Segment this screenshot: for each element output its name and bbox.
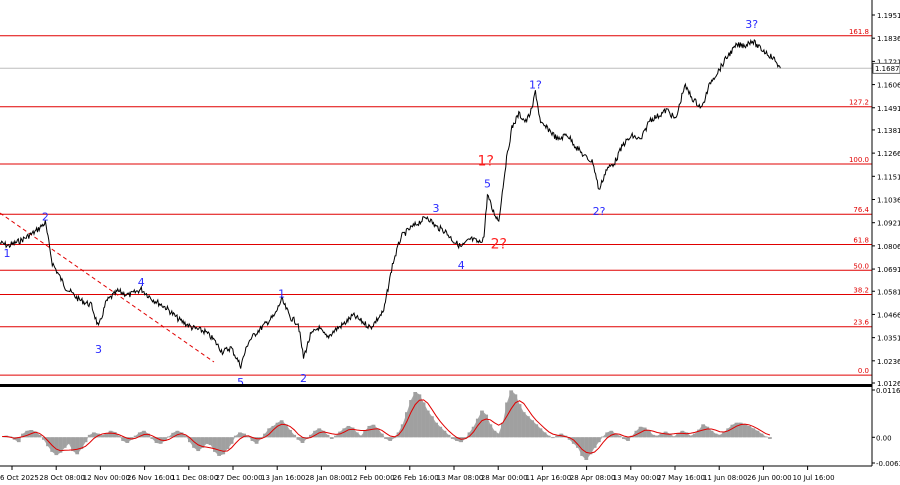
wave-label: 1? (478, 153, 494, 169)
wave-label: 3 (95, 343, 102, 356)
fib-level-label: 127.2 (849, 99, 869, 107)
price-tick-label: 1.0126 (877, 380, 900, 388)
oscillator-tick-label: 0.00 (876, 434, 892, 442)
price-tick-label: 1.0581 (877, 288, 900, 296)
date-tick-label: 11 Apr 16:00 (526, 474, 572, 482)
date-tick-label: 28 Apr 08:00 (570, 474, 616, 482)
oscillator-histogram (0, 390, 772, 460)
price-tick-label: 1.1951 (877, 12, 900, 20)
date-tick-label: 13 Mar 08:00 (437, 474, 484, 482)
wave-label: 5 (237, 376, 244, 389)
fib-level-label: 100.0 (849, 156, 869, 164)
price-series (0, 38, 781, 369)
price-tick-label: 1.1266 (877, 150, 900, 158)
date-tick-label: 27 May 16:00 (657, 474, 705, 482)
price-tick-label: 1.0236 (877, 358, 900, 366)
fibonacci-levels: 161.8 127.2 100.0 76.4 61.8 50.0 38.2 23.6 0.0 (0, 28, 872, 376)
date-tick-label: 26 Nov 16:00 (127, 474, 174, 482)
price-tick-label: 1.1151 (877, 173, 900, 181)
wave-label: 3 (433, 202, 440, 215)
date-tick-label: 12 Nov 00:00 (83, 474, 130, 482)
price-tick-label: 1.1491 (877, 105, 900, 113)
price-tick-label: 1.1721 (877, 58, 900, 66)
fib-level-label: 50.0 (853, 262, 869, 270)
oscillator-signal (2, 399, 771, 454)
price-tick-label: 1.0466 (877, 311, 900, 319)
dashed-trend-line (0, 212, 215, 363)
date-tick-label: 13 May 00:00 (613, 474, 661, 482)
date-tick-label: 13 Jan 16:00 (261, 474, 305, 482)
wave-label: 5 (484, 178, 491, 191)
price-line (0, 38, 781, 369)
wave-label: 4 (138, 276, 145, 289)
date-tick-label: 12 Feb 00:00 (349, 474, 395, 482)
wave-label: 2? (491, 236, 507, 252)
price-tick-label: 1.1381 (877, 127, 900, 135)
wave-label: 2? (593, 205, 606, 218)
date-tick-label: 27 Dec 00:00 (215, 474, 262, 482)
fib-level-label: 76.4 (853, 206, 869, 214)
current-price-label: 1.1687 (875, 65, 900, 73)
wave-label: 2 (42, 211, 49, 224)
price-tick-label: 1.0351 (877, 335, 900, 343)
wave-label: 4 (458, 259, 465, 272)
wave-label: 1? (529, 79, 542, 92)
wave-label: 3? (745, 18, 758, 31)
price-axis: 1.1951 1.1836 1.1721 1.1606 1.1491 1.1381 1.12… (872, 12, 900, 388)
price-tick-label: 1.0806 (877, 243, 900, 251)
date-tick-label: 11 Dec 08:00 (171, 474, 218, 482)
wave-label: 1 (278, 288, 285, 301)
date-tick-label: 28 Jan 08:00 (305, 474, 349, 482)
fib-level-label: 161.8 (849, 28, 869, 36)
trend-line (0, 212, 215, 363)
oscillator-signal-line (2, 399, 771, 454)
wave-label: 2 (300, 372, 307, 385)
price-tick-label: 1.0691 (877, 266, 900, 274)
oscillator-panel: 0.01168 0.00 -0.00635 (0, 387, 900, 468)
oscillator-tick-label: 0.01168 (876, 387, 900, 395)
date-tick-label: 26 Feb 16:00 (393, 474, 439, 482)
price-tick-label: 1.1836 (877, 35, 900, 43)
date-tick-label: 11 Jun 08:00 (703, 474, 747, 482)
fib-level-label: 23.6 (853, 319, 869, 327)
price-tick-label: 1.1036 (877, 197, 900, 205)
date-tick-label: 28 Mar 00:00 (481, 474, 528, 482)
current-price-tag (872, 62, 900, 74)
fib-level-label: 0.0 (858, 367, 869, 375)
wave-labels: 1 2 3 4 5 1 2 3 4 5 1? 2? 1? 2? 3? (3, 18, 758, 389)
oscillator-tick-label: -0.00635 (876, 460, 900, 468)
fib-level-label: 61.8 (853, 236, 869, 244)
date-tick-label: 10 Jul 16:00 (793, 474, 835, 482)
panel-separator (0, 384, 872, 387)
date-tick-label: 6 Oct 2025 (0, 474, 39, 482)
price-tick-label: 1.0921 (877, 220, 900, 228)
date-tick-label: 28 Oct 08:00 (39, 474, 85, 482)
fib-level-label: 38.2 (853, 286, 869, 294)
price-tick-label: 1.1606 (877, 82, 900, 90)
wave-label: 1 (3, 247, 10, 260)
price-panel: 161.8 127.2 100.0 76.4 61.8 50.0 38.2 23.6 0.0 1… (0, 12, 900, 389)
date-tick-label: 26 Jun 00:00 (747, 474, 791, 482)
